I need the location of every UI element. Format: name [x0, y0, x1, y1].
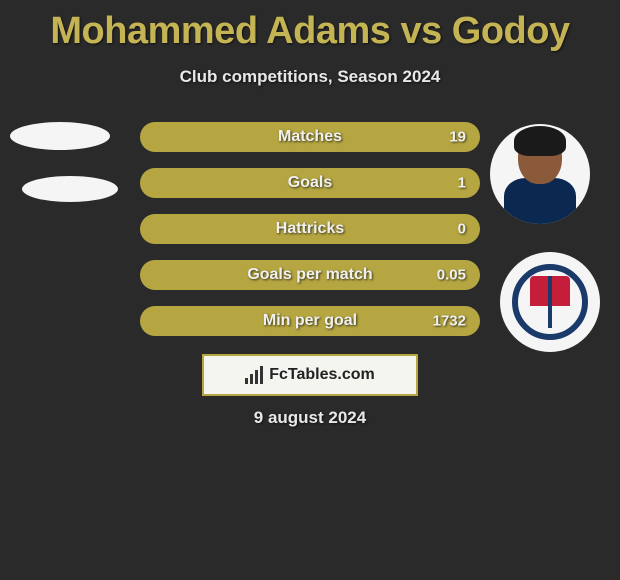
stat-row-matches: Matches 19 — [140, 122, 480, 152]
stats-bar-group: Matches 19 Goals 1 Hattricks 0 Goals per… — [140, 122, 480, 352]
page-subtitle: Club competitions, Season 2024 — [0, 67, 620, 87]
stat-row-min-per-goal: Min per goal 1732 — [140, 306, 480, 336]
stat-value-right: 19 — [449, 129, 466, 146]
stat-value-right: 1 — [458, 175, 466, 192]
brand-label: FcTables.com — [269, 366, 375, 384]
stat-value-right: 0 — [458, 221, 466, 238]
player-right-club-logo — [500, 252, 600, 352]
player-left-avatar-placeholder-1 — [10, 122, 110, 150]
stat-row-goals-per-match: Goals per match 0.05 — [140, 260, 480, 290]
stat-row-goals: Goals 1 — [140, 168, 480, 198]
brand-badge[interactable]: FcTables.com — [202, 354, 418, 396]
stat-value-right: 1732 — [433, 313, 466, 330]
stat-label: Min per goal — [263, 312, 357, 330]
stat-label: Matches — [278, 128, 342, 146]
stat-value-right: 0.05 — [437, 267, 466, 284]
player-left-avatar-placeholder-2 — [22, 176, 118, 202]
stat-label: Hattricks — [276, 220, 344, 238]
stat-row-hattricks: Hattricks 0 — [140, 214, 480, 244]
stat-label: Goals per match — [247, 266, 372, 284]
page-title: Mohammed Adams vs Godoy — [0, 0, 620, 53]
player-right-avatar — [490, 124, 590, 224]
stat-label: Goals — [288, 174, 332, 192]
date-label: 9 august 2024 — [0, 408, 620, 428]
bars-icon — [245, 366, 263, 384]
